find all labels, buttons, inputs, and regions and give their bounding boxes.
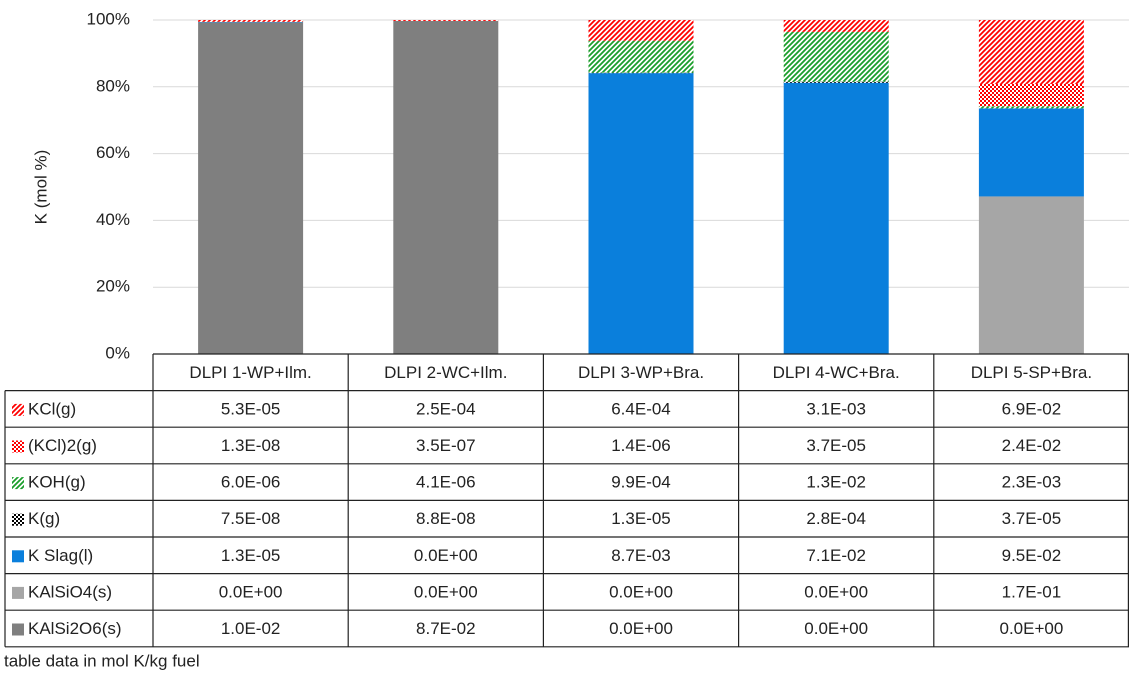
table-cell: 0.0E+00 [609,582,673,601]
bar-segment [393,20,499,355]
legend-swatch [12,513,24,526]
y-tick-label: 20% [96,277,130,296]
y-tick-label: 40% [96,210,130,229]
table-cell: 8.8E-08 [416,509,476,528]
table-cell: 9.9E-04 [611,473,671,492]
bar-segment [198,20,304,22]
table-cell: 0.0E+00 [414,546,478,565]
table-cell: 9.5E-02 [1002,546,1062,565]
table-cell: 1.3E-05 [221,546,281,565]
legend-swatch [12,550,24,563]
table-cell: 3.5E-07 [416,436,476,455]
table-cell: 6.4E-04 [611,399,671,418]
table-cell: 1.3E-02 [806,473,866,492]
table-cell: 3.1E-03 [806,399,866,418]
table-cell: 6.0E-06 [221,473,281,492]
legend-swatch [12,403,24,416]
table-cell: 2.8E-04 [806,509,866,528]
table-cell: 4.1E-06 [416,473,476,492]
bar-segment [588,20,694,41]
legend-label: KAlSiO4(s) [28,582,112,601]
legend-swatch [12,440,24,453]
table-cell: 0.0E+00 [804,582,868,601]
table-cell: 0.0E+00 [804,619,868,638]
x-tick-label: DLPI 4-WC+Bra. [773,363,900,382]
y-axis-label: K (mol %) [31,150,50,225]
table-cell: 5.3E-05 [221,399,281,418]
legend-label: KAlSi2O6(s) [28,619,122,638]
y-tick-label: 100% [87,9,130,28]
table-cell: 8.7E-02 [416,619,476,638]
legend-label: (KCl)2(g) [28,436,97,455]
legend-swatch [12,477,24,490]
bar-segment [198,22,304,355]
legend-swatch [12,623,24,636]
y-tick-label: 0% [105,343,130,362]
table-cell: 2.5E-04 [416,399,476,418]
table-cell: 7.5E-08 [221,509,281,528]
table-cell: 1.0E-02 [221,619,281,638]
x-tick-label: DLPI 2-WC+Ilm. [384,363,507,382]
table-cell: 0.0E+00 [414,582,478,601]
x-tick-label: DLPI 1-WP+Ilm. [189,363,311,382]
bar-segment [978,108,1084,197]
legend-swatch [12,586,24,599]
x-tick-label: DLPI 5-SP+Bra. [971,363,1092,382]
table-cell: 1.4E-06 [611,436,671,455]
bar-segment [978,106,1084,109]
table-cell: 2.3E-03 [1002,473,1062,492]
table-cell: 0.0E+00 [999,619,1063,638]
table-cell: 3.7E-05 [806,436,866,455]
bar-segment [978,20,1084,84]
footnote: table data in mol K/kg fuel [4,651,200,670]
table-cell: 7.1E-02 [806,546,866,565]
bar-segment [783,81,889,83]
y-tick-label: 60% [96,143,130,162]
legend-label: K(g) [28,509,60,528]
bar-segment [783,31,889,82]
legend-label: K Slag(l) [28,546,93,565]
y-tick-label: 80% [96,76,130,95]
table-cell: 8.7E-03 [611,546,671,565]
bar-segment [978,196,1084,354]
table-cell: 0.0E+00 [219,582,283,601]
table-cell: 2.4E-02 [1002,436,1062,455]
bar-segment [393,20,499,21]
table-cell: 6.9E-02 [1002,399,1062,418]
bar-segment [588,40,694,73]
x-tick-label: DLPI 3-WP+Bra. [578,363,704,382]
bar-segment [588,73,694,354]
legend-label: KCl(g) [28,399,76,418]
table-cell: 0.0E+00 [609,619,673,638]
table-cell: 1.7E-01 [1002,582,1062,601]
bar-segment [783,82,889,355]
table-cell: 3.7E-05 [1002,509,1062,528]
table-cell: 1.3E-08 [221,436,281,455]
legend-label: KOH(g) [28,473,86,492]
bar-segment [783,20,889,32]
table-cell: 1.3E-05 [611,509,671,528]
bar-segment [978,83,1084,107]
